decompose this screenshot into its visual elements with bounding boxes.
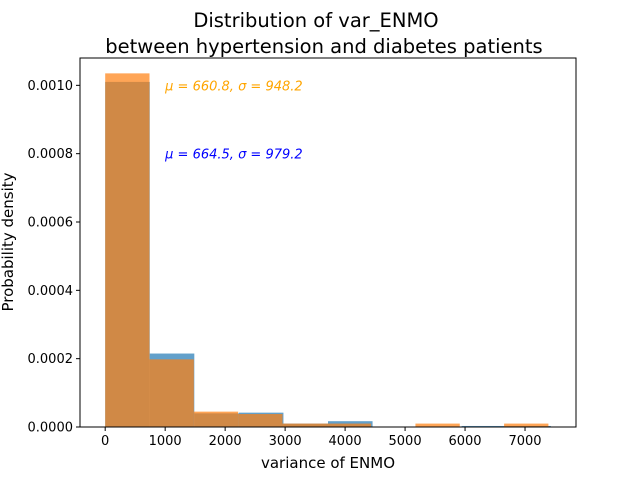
- stats-annotation-1: μ = 660.8, σ = 948.2: [164, 79, 303, 94]
- x-tick-label: 2000: [209, 434, 242, 449]
- x-tick-label: 7000: [508, 434, 541, 449]
- chart-title-line-2: between hypertension and diabetes patien…: [105, 35, 542, 58]
- y-tick-label: 0.0000: [28, 421, 74, 436]
- y-tick-label: 0.0002: [28, 352, 74, 367]
- y-axis-label: Probability density: [0, 172, 17, 311]
- histogram-bar-s2-6: [326, 423, 372, 427]
- histogram-bar-s2-4: [238, 414, 283, 427]
- histogram-bar-s2-1: [105, 73, 150, 427]
- y-axis-ticks: 0.0000 0.0002 0.0004 0.0006 0.0008 0.0010: [28, 79, 80, 436]
- histogram-bar-s2-2: [149, 359, 194, 427]
- annotations: μ = 660.8, σ = 948.2 μ = 664.5, σ = 979.2: [164, 79, 303, 162]
- x-tick-label: 1000: [149, 434, 182, 449]
- chart-title-line-1: Distribution of var_ENMO: [193, 9, 438, 32]
- histogram-bar-s1-9: [461, 425, 507, 427]
- histogram-bar-s2-10: [504, 423, 549, 427]
- x-axis-label: variance of ENMO: [261, 454, 395, 472]
- x-tick-label: 4000: [329, 434, 362, 449]
- histogram-bar-s2-8: [415, 423, 460, 427]
- stats-annotation-2: μ = 664.5, σ = 979.2: [164, 148, 303, 163]
- x-tick-label: 0: [101, 434, 109, 449]
- y-tick-label: 0.0008: [28, 147, 74, 162]
- y-tick-label: 0.0004: [28, 284, 74, 299]
- histogram-bars: [105, 73, 551, 428]
- histogram-bar-s2-3: [193, 411, 239, 427]
- x-tick-label: 3000: [269, 434, 302, 449]
- plot-frame: [79, 57, 577, 428]
- y-tick-label: 0.0006: [28, 216, 74, 231]
- x-axis-ticks: 0 1000 2000 3000 4000 5000 6000 7000: [101, 427, 542, 449]
- histogram-bar-s2-5: [282, 423, 327, 427]
- x-tick-label: 5000: [389, 434, 422, 449]
- x-tick-label: 6000: [448, 434, 481, 449]
- y-tick-label: 0.0010: [28, 79, 74, 94]
